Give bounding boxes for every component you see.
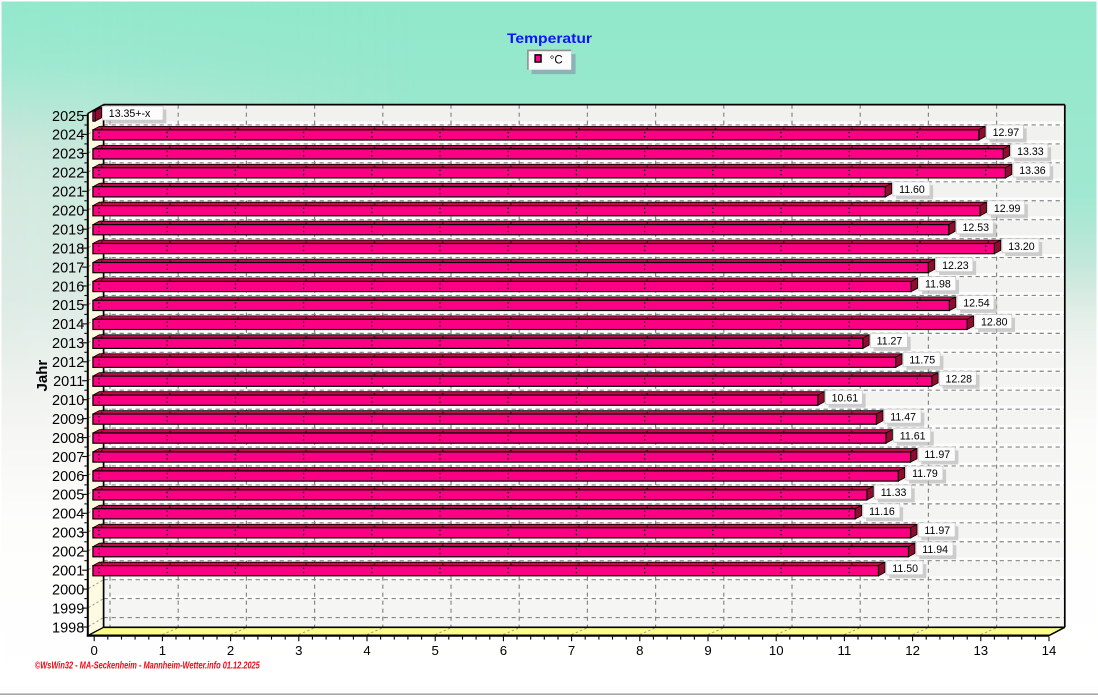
svg-text:11.97: 11.97 [924, 449, 950, 461]
svg-text:12.97: 12.97 [993, 127, 1020, 139]
svg-text:12.54: 12.54 [963, 298, 990, 310]
svg-text:2015: 2015 [52, 298, 84, 314]
svg-text:2009: 2009 [52, 412, 84, 428]
svg-text:2018: 2018 [52, 241, 84, 257]
svg-text:2013: 2013 [52, 336, 84, 352]
svg-text:2016: 2016 [52, 279, 84, 295]
svg-text:12.80: 12.80 [981, 317, 1008, 329]
svg-text:2001: 2001 [52, 564, 84, 580]
svg-text:11.47: 11.47 [890, 411, 916, 423]
svg-text:5: 5 [432, 643, 439, 658]
svg-text:2010: 2010 [52, 393, 84, 409]
svg-text:2005: 2005 [52, 488, 84, 504]
svg-text:Temperatur: Temperatur [507, 30, 593, 46]
svg-text:11.98: 11.98 [925, 279, 951, 291]
svg-text:12.23: 12.23 [942, 260, 969, 272]
svg-text:6: 6 [500, 643, 507, 658]
svg-text:1998: 1998 [52, 620, 84, 636]
svg-text:11.33: 11.33 [881, 487, 907, 499]
svg-text:11.27: 11.27 [877, 336, 903, 348]
svg-text:7: 7 [568, 643, 575, 658]
svg-text:13: 13 [973, 643, 988, 658]
svg-text:10: 10 [769, 643, 784, 658]
svg-text:2014: 2014 [52, 317, 84, 333]
svg-text:2008: 2008 [52, 431, 84, 447]
svg-text:11.79: 11.79 [912, 468, 938, 480]
svg-text:©WsWin32 - MA-Seckenheim - Man: ©WsWin32 - MA-Seckenheim - Mannheim-Wett… [35, 661, 260, 672]
svg-text:0: 0 [91, 643, 98, 658]
svg-text:11.97: 11.97 [924, 525, 950, 537]
svg-text:Jahr: Jahr [34, 360, 51, 392]
svg-text:2004: 2004 [52, 507, 84, 523]
svg-text:10.61: 10.61 [832, 392, 859, 404]
svg-text:2006: 2006 [52, 469, 84, 485]
svg-text:11.60: 11.60 [899, 184, 925, 196]
svg-text:11.16: 11.16 [869, 506, 895, 518]
svg-text:4: 4 [363, 643, 370, 658]
svg-text:2000: 2000 [52, 582, 84, 598]
svg-text:2022: 2022 [52, 166, 84, 182]
svg-text:2025: 2025 [52, 109, 84, 125]
svg-text:8: 8 [636, 643, 643, 658]
svg-text:2017: 2017 [52, 260, 84, 276]
svg-text:3: 3 [295, 643, 302, 658]
svg-text:2003: 2003 [52, 526, 84, 542]
svg-text:13.36: 13.36 [1019, 165, 1046, 177]
svg-text:12: 12 [905, 643, 920, 658]
svg-text:11.61: 11.61 [900, 430, 926, 442]
svg-text:2021: 2021 [52, 185, 84, 201]
svg-text:11.94: 11.94 [922, 544, 948, 556]
svg-text:1999: 1999 [52, 601, 84, 617]
svg-text:13.35+-x: 13.35+-x [109, 108, 151, 120]
svg-text:13.33: 13.33 [1017, 146, 1044, 158]
svg-text:2024: 2024 [52, 128, 84, 144]
svg-text:14: 14 [1042, 643, 1057, 658]
svg-text:11.75: 11.75 [909, 355, 935, 367]
svg-text:1: 1 [159, 643, 166, 658]
svg-text:2002: 2002 [52, 545, 84, 561]
svg-text:°C: °C [550, 54, 563, 66]
svg-text:12.28: 12.28 [946, 373, 973, 385]
svg-text:12.53: 12.53 [963, 222, 990, 234]
svg-text:9: 9 [704, 643, 711, 658]
svg-text:2012: 2012 [52, 355, 84, 371]
svg-text:2020: 2020 [52, 204, 84, 220]
svg-text:11.50: 11.50 [892, 563, 918, 575]
svg-text:13.20: 13.20 [1008, 241, 1035, 253]
svg-text:2: 2 [227, 643, 234, 658]
svg-text:2007: 2007 [52, 450, 84, 466]
svg-text:2011: 2011 [53, 374, 84, 390]
svg-text:11: 11 [838, 643, 852, 658]
svg-text:2023: 2023 [52, 147, 84, 163]
svg-text:12.99: 12.99 [994, 203, 1021, 215]
svg-text:2019: 2019 [52, 223, 84, 239]
